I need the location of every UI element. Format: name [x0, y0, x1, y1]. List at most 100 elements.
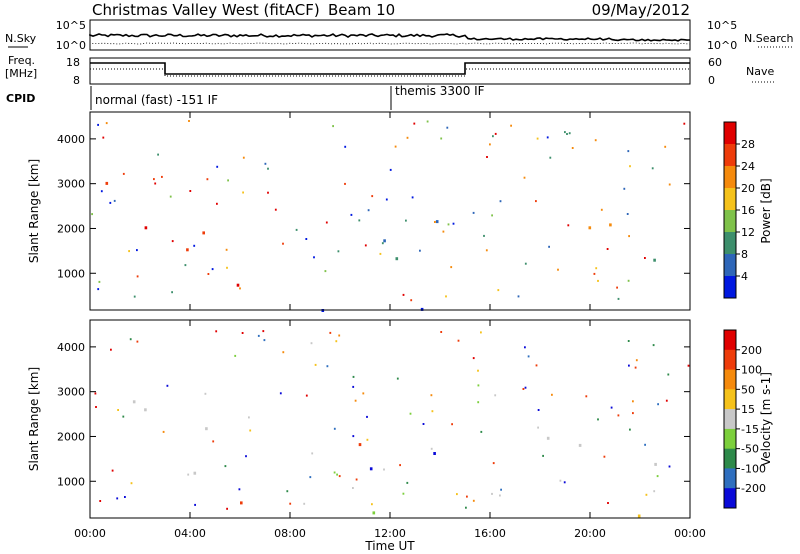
heatmap-speck	[410, 299, 413, 302]
heatmap-speck	[161, 175, 163, 178]
heatmap-speck	[98, 280, 101, 283]
colorbar-segment	[724, 188, 736, 211]
heatmap-speck	[491, 492, 493, 495]
heatmap-speck	[91, 213, 93, 216]
heatmap-speck	[628, 364, 630, 367]
heatmap-speck	[564, 131, 566, 134]
colorbar-segment	[724, 144, 736, 167]
heatmap-speck	[379, 252, 382, 255]
nsky-trace	[89, 33, 691, 42]
heatmap-speck	[238, 488, 241, 491]
heatmap-speck	[194, 503, 196, 506]
heatmap-cell	[205, 427, 208, 431]
heatmap-speck	[651, 167, 654, 170]
heatmap-cell	[358, 443, 362, 447]
heatmap-speck	[362, 392, 365, 395]
heatmap-speck	[452, 222, 455, 225]
heatmap-speck	[333, 471, 336, 474]
heatmap-speck	[603, 455, 606, 458]
y-tick-label: 4000	[57, 341, 85, 354]
heatmap-speck	[426, 120, 429, 123]
heatmap-speck	[257, 334, 260, 337]
heatmap-speck	[241, 332, 244, 334]
heatmap-cell	[144, 226, 148, 230]
colorbar-segment	[724, 389, 736, 410]
heatmap-speck	[367, 209, 370, 212]
heatmap-cell	[654, 462, 657, 466]
heatmap-speck	[486, 156, 488, 158]
heatmap-speck	[606, 248, 609, 250]
heatmap-speck	[629, 428, 631, 431]
x-tick-label: 12:00	[374, 527, 406, 540]
heatmap-speck	[366, 415, 368, 418]
heatmap-speck	[440, 331, 443, 333]
heatmap-speck	[97, 123, 99, 126]
heatmap-speck	[157, 153, 159, 156]
heatmap-speck	[442, 230, 445, 233]
heatmap-speck	[171, 240, 174, 243]
heatmap-speck	[494, 394, 497, 397]
heatmap-speck	[607, 502, 609, 504]
power-colorbar: 4 8 12 16 20 24 28	[723, 121, 755, 299]
summary-traces	[89, 33, 691, 77]
heatmap-speck	[494, 132, 497, 135]
heatmap-speck	[595, 267, 598, 270]
heatmap-speck	[211, 268, 214, 271]
heatmap-speck	[189, 190, 192, 192]
colorbar-tick-label: 200	[741, 344, 762, 357]
heatmap-speck	[212, 440, 215, 443]
heatmap-cell	[435, 220, 439, 224]
heatmap-speck	[224, 465, 227, 468]
heatmap-speck	[535, 200, 537, 203]
power-ylabel: Slant Range [km]	[27, 159, 41, 263]
heatmap-cell	[105, 181, 109, 185]
y-tick-label: 1000	[57, 267, 85, 280]
heatmap-speck	[480, 331, 482, 334]
heatmap-speck	[97, 288, 100, 291]
colorbar-segment	[724, 254, 736, 277]
heatmap-speck	[113, 199, 116, 202]
heatmap-speck	[440, 137, 443, 140]
heatmap-speck	[344, 145, 347, 148]
y-tick-label: 4000	[57, 133, 85, 146]
colorbar-frame	[723, 329, 737, 509]
heatmap-speck	[171, 291, 173, 294]
heatmap-speck	[402, 492, 405, 495]
heatmap-speck	[188, 120, 190, 122]
colorbar-tick-label: 20	[741, 182, 755, 195]
heatmap-speck	[430, 394, 433, 397]
heatmap-speck	[406, 136, 409, 139]
heatmap-speck	[102, 136, 105, 139]
heatmap-speck	[657, 403, 659, 406]
colorbar-segment	[724, 428, 736, 450]
nave-trace	[90, 68, 690, 77]
y-tick-label: 2000	[57, 430, 85, 443]
heatmap-speck	[497, 289, 500, 292]
nsearch-label: N.Search	[744, 32, 794, 45]
heatmap-speck	[282, 242, 284, 245]
heatmap-speck	[431, 410, 434, 413]
heatmap-speck	[491, 214, 493, 217]
heatmap-speck	[445, 295, 447, 298]
colorbar-segment	[724, 488, 736, 509]
nsky-tick-low: 10^0	[56, 39, 86, 52]
heatmap-speck	[117, 409, 119, 411]
heatmap-speck	[542, 454, 544, 457]
colorbar-tick-label: 28	[741, 138, 755, 151]
heatmap-speck	[234, 354, 237, 357]
heatmap-speck	[133, 295, 136, 298]
heatmap-speck	[500, 488, 502, 491]
heatmap-speck	[571, 147, 574, 149]
heatmap-speck	[99, 500, 102, 502]
nsky-label: N.Sky	[5, 32, 37, 45]
x-tick-label: 16:00	[474, 527, 506, 540]
heatmap-speck	[568, 132, 571, 135]
heatmap-cell	[236, 283, 240, 287]
heatmap-speck	[286, 490, 289, 493]
heatmap-speck	[687, 364, 690, 367]
heatmap-speck	[371, 503, 373, 506]
heatmap-speck	[535, 364, 538, 367]
heatmap-speck	[537, 426, 539, 429]
freq-tick-low: 8	[73, 74, 80, 87]
